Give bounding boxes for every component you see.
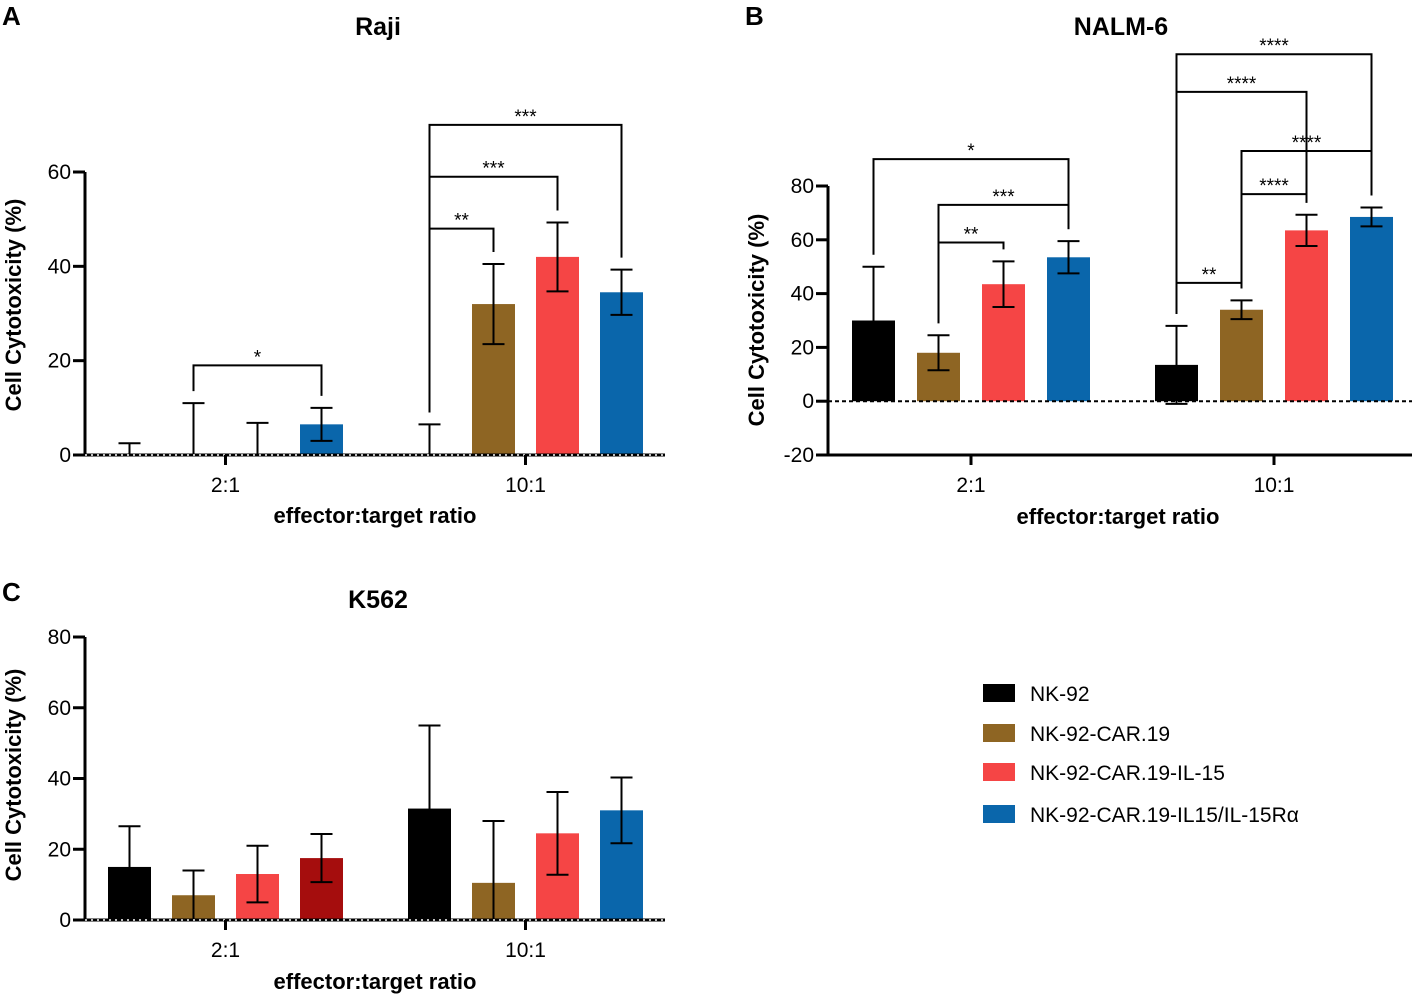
legend-label-car19: NK-92-CAR.19 bbox=[1030, 723, 1170, 746]
y-axis-label-c: Cell Cytotoxicity (%) bbox=[1, 669, 26, 882]
y-tick-label-b-60: 60 bbox=[791, 229, 814, 252]
plot-area-c: 0 20 40 60 80 2:1 10:1 bbox=[48, 626, 665, 962]
panel-c: C K562 Cell Cytotoxicity (%) effector:ta… bbox=[1, 577, 665, 994]
significance-label-b-1: *** bbox=[992, 187, 1015, 208]
significance-label-a-1: ** bbox=[454, 211, 469, 232]
legend-swatch-car19-il15-il15ra bbox=[983, 805, 1015, 823]
bar-a-s3-c1 bbox=[600, 292, 643, 455]
chart-title-nalm6: NALM-6 bbox=[1074, 13, 1168, 41]
y-tick-label-b-0: 0 bbox=[802, 390, 814, 413]
x-tick-label-b-0: 2:1 bbox=[956, 474, 985, 497]
bar-b-s1-c1 bbox=[1220, 309, 1263, 402]
legend-swatch-car19 bbox=[983, 724, 1015, 742]
y-tick-label-a-60: 60 bbox=[48, 161, 71, 184]
y-axis-label-b: Cell Cytotoxicity (%) bbox=[744, 214, 769, 427]
legend: NK-92 NK-92-CAR.19 NK-92-CAR.19-IL-15 NK… bbox=[983, 683, 1299, 827]
legend-label-car19-il15-il15ra: NK-92-CAR.19-IL15/IL-15Rα bbox=[1030, 804, 1299, 827]
significance-bracket-a-3 bbox=[428, 123, 623, 413]
significance-label-b-2: * bbox=[967, 141, 975, 162]
x-tick-label-a-0: 2:1 bbox=[211, 474, 240, 497]
x-axis-label-b: effector:target ratio bbox=[1017, 504, 1220, 529]
panel-b: B NALM-6 Cell Cytotoxicity (%) effector:… bbox=[744, 1, 1412, 529]
significance-label-b-3: ** bbox=[1202, 265, 1217, 286]
significance-label-b-7: **** bbox=[1259, 36, 1289, 57]
y-tick-label-c-60: 60 bbox=[48, 697, 71, 720]
chart-title-raji: Raji bbox=[355, 13, 401, 41]
chart-title-k562: K562 bbox=[348, 586, 408, 614]
panel-letter-c: C bbox=[2, 577, 21, 607]
legend-label-car19-il15: NK-92-CAR.19-IL-15 bbox=[1030, 762, 1225, 785]
bar-b-s2-c1 bbox=[1285, 230, 1328, 402]
x-tick-label-c-0: 2:1 bbox=[211, 939, 240, 962]
y-tick-label-c-0: 0 bbox=[59, 909, 71, 932]
significance-label-b-6: **** bbox=[1227, 74, 1257, 95]
significance-label-b-0: ** bbox=[964, 224, 979, 245]
significance-bracket-b-2 bbox=[872, 158, 1070, 255]
y-tick-label-b--20: -20 bbox=[784, 444, 814, 467]
x-axis-label-c: effector:target ratio bbox=[274, 969, 477, 994]
y-tick-label-b-80: 80 bbox=[791, 175, 814, 198]
significance-label-b-4: **** bbox=[1259, 176, 1289, 197]
y-tick-label-a-0: 0 bbox=[59, 444, 71, 467]
bar-b-s3-c0 bbox=[1047, 257, 1090, 402]
significance-label-a-2: *** bbox=[482, 159, 505, 180]
significance-bracket-b-7 bbox=[1175, 53, 1373, 314]
y-tick-label-a-40: 40 bbox=[48, 255, 71, 278]
x-tick-label-c-1: 10:1 bbox=[505, 939, 546, 962]
y-tick-label-a-20: 20 bbox=[48, 350, 71, 373]
legend-label-nk92: NK-92 bbox=[1030, 683, 1090, 706]
significance-label-a-3: *** bbox=[514, 107, 537, 128]
x-axis-label-a: effector:target ratio bbox=[274, 503, 477, 528]
panel-letter-a: A bbox=[2, 1, 21, 31]
x-tick-label-b-1: 10:1 bbox=[1254, 474, 1295, 497]
y-tick-label-b-40: 40 bbox=[791, 283, 814, 306]
legend-swatch-nk92 bbox=[983, 684, 1015, 702]
significance-bracket-b-3 bbox=[1175, 281, 1243, 314]
x-tick-label-a-1: 10:1 bbox=[505, 474, 546, 497]
y-tick-label-b-20: 20 bbox=[791, 336, 814, 359]
significance-label-a-0: * bbox=[254, 347, 262, 368]
legend-swatch-car19-il15 bbox=[983, 763, 1015, 781]
y-axis-label-a: Cell Cytotoxicity (%) bbox=[1, 199, 26, 412]
panel-letter-b: B bbox=[745, 1, 764, 31]
y-tick-label-c-80: 80 bbox=[48, 626, 71, 649]
significance-bracket-a-0 bbox=[192, 364, 323, 396]
bar-b-s3-c1 bbox=[1350, 216, 1393, 402]
y-tick-label-c-20: 20 bbox=[48, 838, 71, 861]
panel-a: A Raji Cell Cytotoxicity (%) effector:ta… bbox=[1, 1, 665, 528]
y-tick-label-c-40: 40 bbox=[48, 768, 71, 791]
